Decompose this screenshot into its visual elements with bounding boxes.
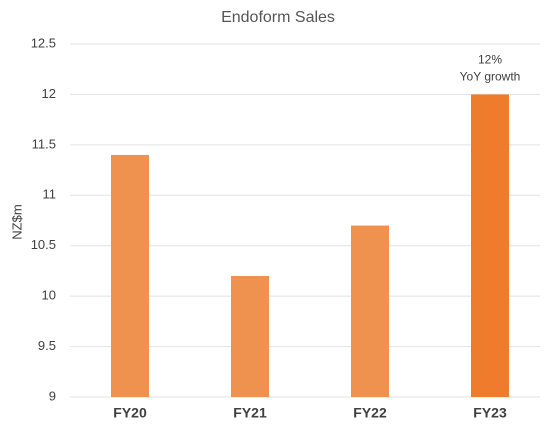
chart-title: Endoform Sales xyxy=(221,9,335,26)
y-axis-label: NZ$m xyxy=(9,204,24,239)
y-tick-label: 11 xyxy=(43,187,57,202)
y-tick-label: 10.5 xyxy=(31,237,56,252)
y-tick-label: 9.5 xyxy=(38,338,56,353)
annotation: 12% xyxy=(478,53,502,67)
y-tick-label: 12.5 xyxy=(31,35,56,50)
bar xyxy=(471,94,509,397)
y-tick-label: 11.5 xyxy=(32,136,56,151)
y-tick-label: 9 xyxy=(49,388,56,403)
y-tick-label: 12 xyxy=(42,86,56,101)
x-tick-label: FY23 xyxy=(473,405,507,421)
bar xyxy=(231,275,269,397)
y-tick-label: 10 xyxy=(42,288,56,303)
annotation: YoY growth xyxy=(460,70,521,84)
x-tick-label: FY20 xyxy=(113,405,147,421)
bar xyxy=(351,225,389,397)
x-tick-label: FY21 xyxy=(233,405,267,421)
x-tick-label: FY22 xyxy=(353,405,387,421)
bar xyxy=(111,154,149,397)
